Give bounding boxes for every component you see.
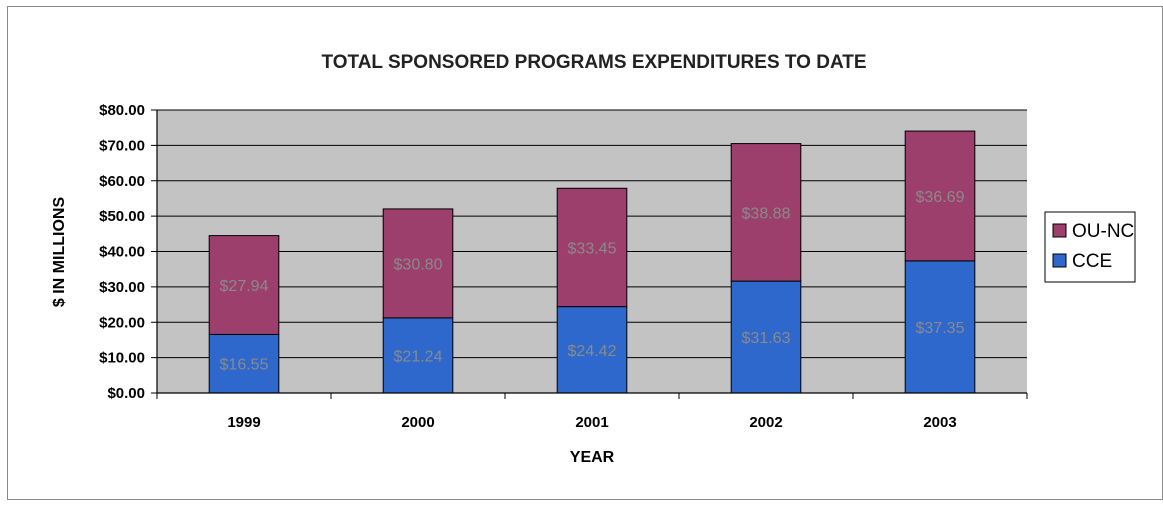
y-tick-label: $10.00 xyxy=(99,350,145,367)
bar-segment-cce xyxy=(730,280,802,394)
x-tick-label: 2000 xyxy=(401,414,434,431)
x-tick-label: 2003 xyxy=(923,414,956,431)
data-label: $27.94 xyxy=(220,278,269,295)
legend-label: OU-NC xyxy=(1072,221,1134,242)
data-label: $31.63 xyxy=(742,330,791,347)
data-label: $38.88 xyxy=(742,205,791,222)
legend-swatch xyxy=(1052,253,1067,268)
bars: $16.55 $27.94 $21.24 $30.80 $24.42 $33.45 $31.… xyxy=(208,130,976,394)
y-tick-label: $80.00 xyxy=(99,102,145,119)
legend-swatch xyxy=(1052,223,1067,238)
legend: OU-NC CCE xyxy=(1044,211,1136,283)
y-tick-label: $20.00 xyxy=(99,314,145,331)
y-tick-label: $30.00 xyxy=(99,279,145,296)
legend-label: CCE xyxy=(1072,251,1112,272)
y-tick-label: $50.00 xyxy=(99,208,145,225)
y-tick-label: $70.00 xyxy=(99,137,145,154)
axes: $0.00 $10.00 $20.00 $30.00 $40.00 $50.00 $60.0… xyxy=(99,102,1028,431)
bar-segment-cce xyxy=(556,306,628,394)
x-tick-label: 2001 xyxy=(575,414,608,431)
chart-title: TOTAL SPONSORED PROGRAMS EXPENDITURES TO… xyxy=(321,52,866,73)
y-tick-label: $40.00 xyxy=(99,244,145,261)
bar-segment-cce xyxy=(904,260,976,394)
bar-segment-ou-nc xyxy=(730,143,802,282)
data-label: $21.24 xyxy=(394,348,443,365)
data-label: $16.55 xyxy=(220,357,269,374)
data-label: $37.35 xyxy=(916,320,965,337)
bar-segment-ou-nc xyxy=(556,187,628,308)
x-axis-title: YEAR xyxy=(570,449,615,466)
bar-segment-ou-nc xyxy=(382,208,454,319)
y-tick-label: $0.00 xyxy=(107,385,145,402)
bar-segment-cce xyxy=(382,317,454,394)
y-tick-label: $60.00 xyxy=(99,173,145,190)
x-tick-label: 1999 xyxy=(227,414,260,431)
bar-segment-ou-nc xyxy=(904,130,976,262)
data-label: $24.42 xyxy=(568,343,617,360)
data-label: $33.45 xyxy=(568,240,617,257)
bar-segment-cce xyxy=(208,333,280,394)
data-label: $30.80 xyxy=(394,256,443,273)
x-tick-label: 2002 xyxy=(749,414,782,431)
y-axis-title: $ IN MILLIONS xyxy=(51,197,68,308)
bar-segment-ou-nc xyxy=(208,235,280,335)
data-label: $36.69 xyxy=(916,189,965,206)
